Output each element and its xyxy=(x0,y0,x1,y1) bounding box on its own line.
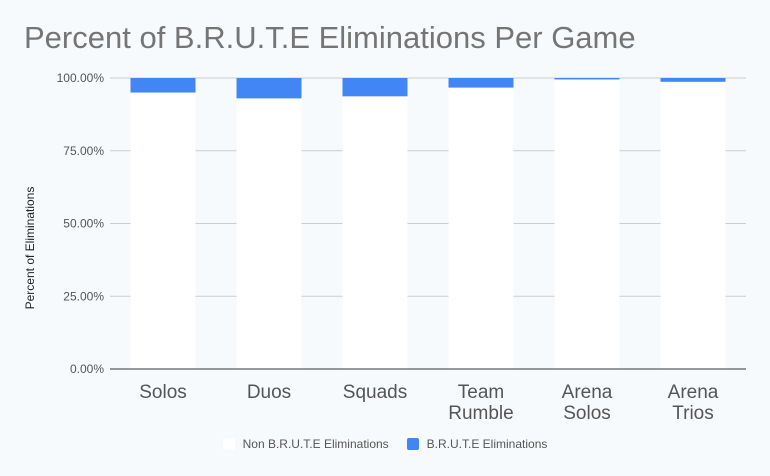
y-tick-label: 0.00% xyxy=(70,362,104,376)
bar-brute xyxy=(660,78,726,82)
legend-item-brute[interactable]: B.R.U.T.E Eliminations xyxy=(406,437,548,451)
bar-brute xyxy=(130,78,196,93)
x-tick-label: Trios xyxy=(672,403,714,424)
bar-non-brute xyxy=(554,79,620,369)
bar-non-brute xyxy=(448,87,514,369)
legend-swatch-non-brute xyxy=(222,438,235,450)
x-tick-label: Team xyxy=(458,382,504,403)
bar-brute xyxy=(236,78,302,99)
y-tick-label: 75.00% xyxy=(63,144,104,158)
bar-non-brute xyxy=(342,96,408,369)
chart-title: Percent of B.R.U.T.E Eliminations Per Ga… xyxy=(24,20,636,55)
x-tick-label: Duos xyxy=(247,382,291,403)
x-tick-label: Solos xyxy=(139,382,187,403)
legend-item-non-brute[interactable]: Non B.R.U.T.E Eliminations xyxy=(222,437,389,451)
legend-swatch-brute xyxy=(406,438,419,450)
bar-non-brute xyxy=(236,98,302,370)
legend: Non B.R.U.T.E Eliminations B.R.U.T.E Eli… xyxy=(0,437,770,451)
bar-brute xyxy=(448,78,514,88)
bar-brute xyxy=(342,78,408,97)
bar-brute xyxy=(554,78,620,80)
x-tick-label: Arena xyxy=(562,382,613,403)
x-tick-label: Squads xyxy=(343,382,407,403)
bar-non-brute xyxy=(660,81,726,370)
x-tick-label: Solos xyxy=(563,403,611,424)
legend-label-brute: B.R.U.T.E Eliminations xyxy=(426,437,548,451)
bar-non-brute xyxy=(130,92,196,370)
y-tick-label: 100.00% xyxy=(57,71,105,85)
x-tick-label: Rumble xyxy=(448,403,513,424)
x-tick-label: Arena xyxy=(668,382,719,403)
legend-label-non-brute: Non B.R.U.T.E Eliminations xyxy=(242,437,389,451)
y-tick-label: 25.00% xyxy=(63,289,104,303)
y-tick-label: 50.00% xyxy=(63,217,104,231)
